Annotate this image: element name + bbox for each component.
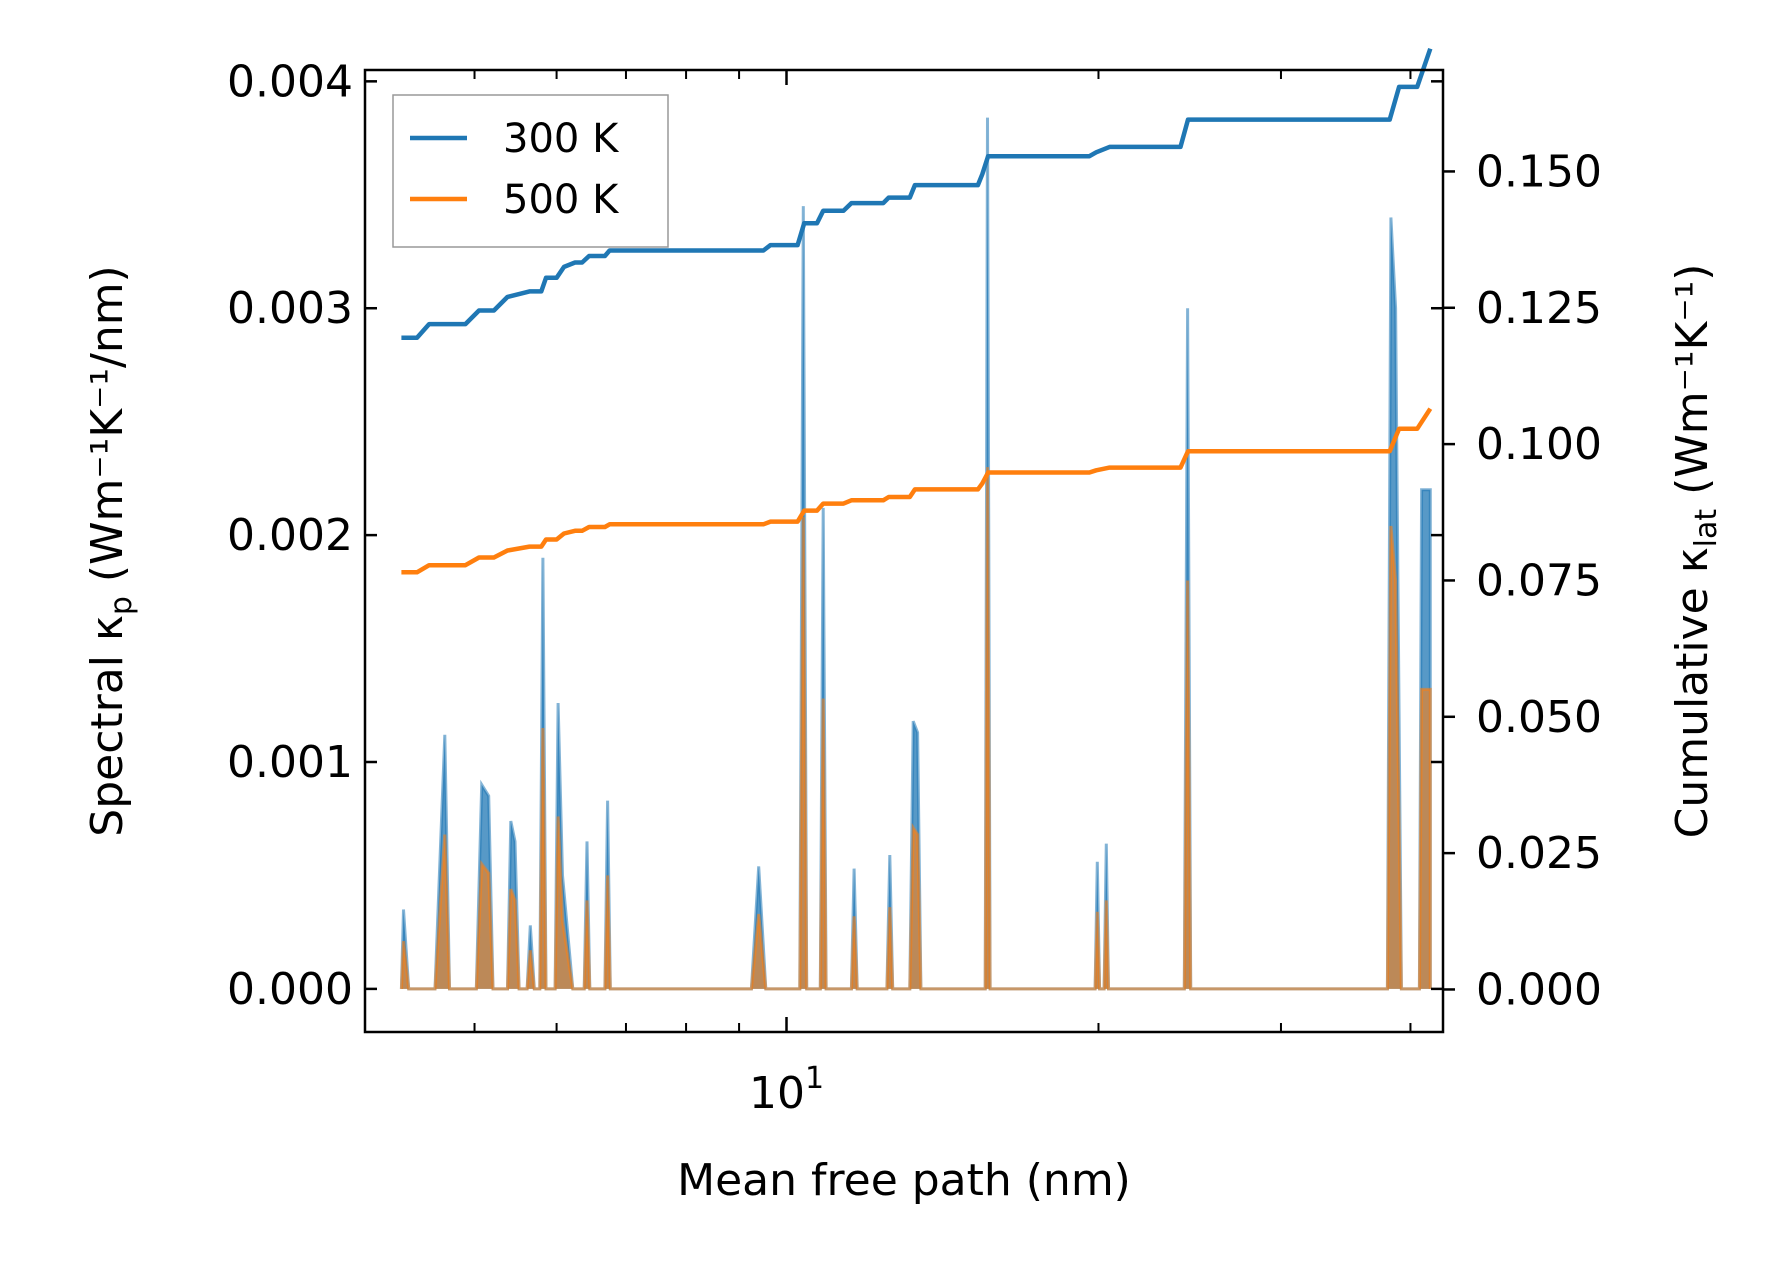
legend-label-500k: 500 K: [503, 177, 620, 223]
y-left-tick-label: 0.002: [227, 510, 353, 561]
plot-frame: [363, 68, 1445, 1034]
spectral-fills: [399, 117, 1432, 991]
y-left-tick-label: 0.004: [227, 56, 353, 107]
spectral-fill-300k: [401, 117, 1431, 989]
y-left-tick-label: 0.001: [227, 737, 353, 788]
legend-label-300k: 300 K: [503, 116, 620, 162]
y-left-main: Spectral κ: [82, 615, 133, 837]
y-right-tick-label: 0.125: [1476, 283, 1602, 334]
y-right-tick-label: 0.025: [1476, 828, 1602, 879]
x-axis-title: Mean free path (nm): [677, 1155, 1131, 1206]
y-axis-title-left: Spectral κp (Wm⁻¹K⁻¹/nm): [82, 265, 139, 836]
y-left-tick-label: 0.003: [227, 283, 353, 334]
y-left-sub: p: [104, 596, 139, 615]
y-left-units: (Wm⁻¹K⁻¹/nm): [82, 265, 133, 596]
y-right-tick-label: 0.150: [1476, 146, 1602, 197]
legend: 300 K 500 K: [392, 94, 669, 248]
y-axis-title-right: Cumulative κlat (Wm⁻¹K⁻¹): [1667, 264, 1724, 839]
chart-lines: [401, 47, 1433, 575]
y-right-tick-label: 0.050: [1476, 692, 1602, 743]
spectral-outline-500k: [399, 467, 1432, 991]
legend-frame: [392, 94, 669, 248]
y-right-tick-label: 0.075: [1476, 555, 1602, 606]
y-right-tick-label: 0.100: [1476, 419, 1602, 470]
y-right-main: Cumulative κ: [1667, 547, 1718, 838]
y-right-sub: lat: [1689, 509, 1724, 548]
cumulative-line-500k: [401, 407, 1433, 575]
axis-ticks: [365, 70, 1455, 1032]
x-tick-label: 101: [749, 1061, 824, 1119]
cumulative-line-300k: [401, 47, 1433, 341]
tick-labels: 0.000 0.001 0.002 0.003 0.004 0.000 0.025 0.050…: [227, 56, 1602, 1119]
spectral-fill-500k: [401, 467, 1431, 989]
y-left-tick-label: 0.000: [227, 964, 353, 1015]
y-right-tick-label: 0.000: [1476, 964, 1602, 1015]
y-right-units: (Wm⁻¹K⁻¹): [1667, 264, 1718, 509]
